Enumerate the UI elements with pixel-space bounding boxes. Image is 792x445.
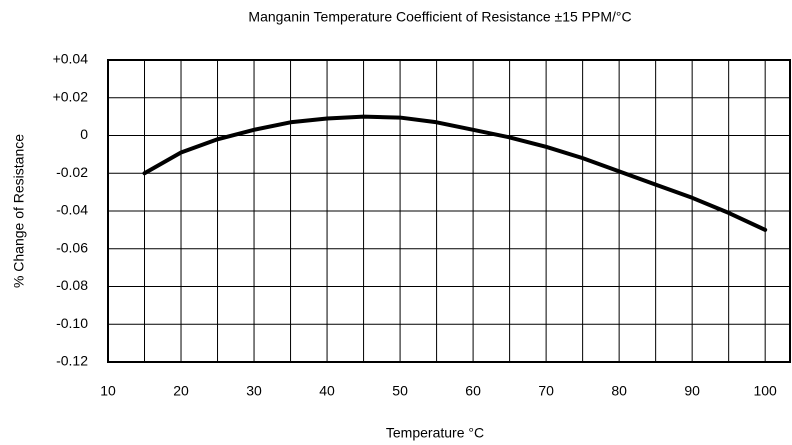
x-tick-label: 50 <box>392 383 408 399</box>
y-tick-label: -0.04 <box>56 202 88 218</box>
y-tick-label: -0.02 <box>56 164 88 180</box>
y-tick-label: -0.06 <box>56 239 88 255</box>
y-tick-label: +0.02 <box>53 88 89 104</box>
x-tick-label: 10 <box>100 383 116 399</box>
x-tick-label: 30 <box>246 383 262 399</box>
chart-title: Manganin Temperature Coefficient of Resi… <box>248 9 631 25</box>
y-tick-label: +0.04 <box>53 51 89 67</box>
x-tick-label: 40 <box>319 383 335 399</box>
x-axis-label: Temperature °C <box>386 425 484 441</box>
plot-border <box>107 59 791 363</box>
x-tick-label: 60 <box>465 383 481 399</box>
curve <box>142 114 768 232</box>
y-tick-label: -0.08 <box>56 277 88 293</box>
y-tick-label: 0 <box>80 126 88 142</box>
x-tick-label: 20 <box>173 383 189 399</box>
y-axis-label: % Change of Resistance <box>11 134 27 288</box>
x-tick-label: 90 <box>684 383 700 399</box>
x-tick-label: 70 <box>538 383 554 399</box>
x-tick-label: 100 <box>753 383 777 399</box>
y-tick-label: -0.12 <box>56 353 88 369</box>
x-tick-label: 80 <box>611 383 627 399</box>
y-tick-label: -0.10 <box>56 315 88 331</box>
